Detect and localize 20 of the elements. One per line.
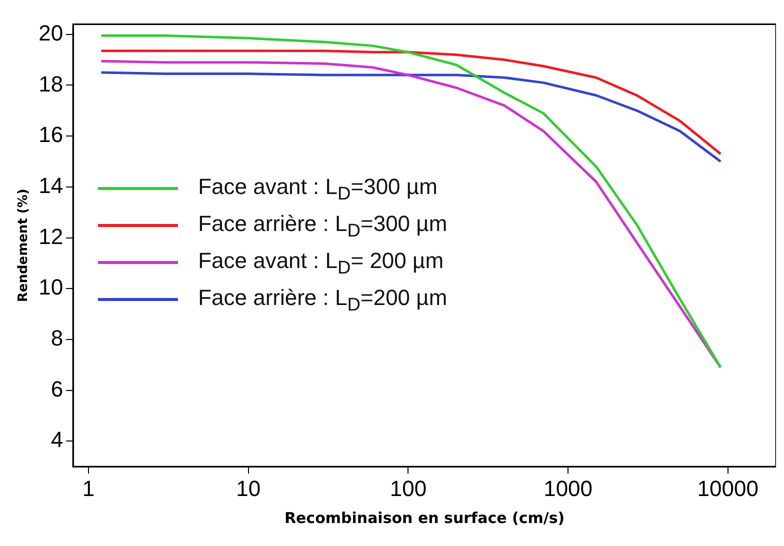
y-tick-label: 10 [38,274,64,300]
x-tick-label: 1000 [544,476,593,501]
x-tick-label: 100 [390,476,427,501]
x-tick-label: 10 [236,476,261,501]
y-tick-label: 14 [38,172,64,198]
y-tick-label: 6 [50,376,64,402]
y-tick-label: 16 [38,122,64,148]
legend-label: Face arrière : L$_{D}$=300 µm [198,210,448,242]
legend-label: Face avant : L$_{D}$= 200 µm [198,248,444,278]
y-tick-label: 4 [50,427,64,452]
y-tick-label: 12 [38,224,64,249]
y-axis-title: Rendement (%) [16,188,32,302]
legend-label: Face avant : L$_{D}$=300 µm [198,174,438,204]
x-axis-title: Recombinaison en surface (cm/s) [284,508,565,527]
x-tick-label: 10000 [697,476,758,501]
x-tick-label: 1 [82,476,95,501]
y-tick-label: 18 [38,71,64,96]
legend-label: Face arrière : L$_{D}$=200 µm [198,284,448,316]
y-tick-label: 8 [50,326,64,351]
y-tick-label: 20 [38,20,64,46]
